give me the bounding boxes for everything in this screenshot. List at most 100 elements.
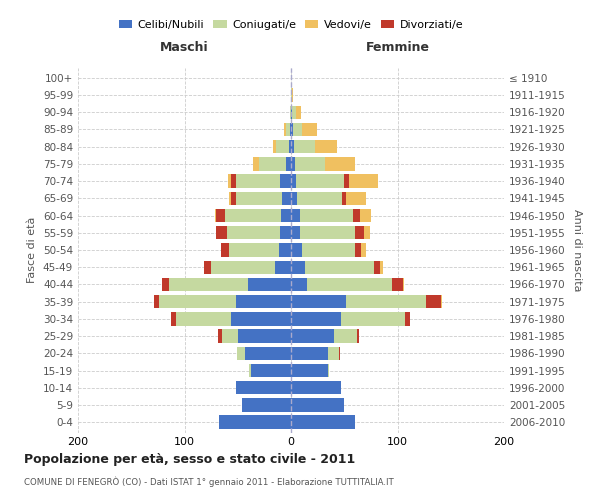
Bar	[290, 123, 291, 136]
Bar	[236, 295, 291, 308]
Bar	[283, 192, 291, 205]
Bar	[253, 157, 259, 170]
Bar	[291, 381, 341, 394]
Bar	[294, 140, 316, 153]
Bar	[316, 140, 337, 153]
Bar	[291, 106, 292, 119]
Bar	[392, 278, 403, 291]
Bar	[346, 192, 365, 205]
Bar	[236, 192, 283, 205]
Bar	[291, 364, 328, 377]
Bar	[217, 209, 225, 222]
Text: Maschi: Maschi	[160, 40, 209, 54]
Bar	[232, 174, 236, 188]
Bar	[360, 209, 371, 222]
Bar	[292, 106, 296, 119]
Bar	[344, 174, 349, 188]
Bar	[342, 192, 346, 205]
Bar	[305, 260, 374, 274]
Bar	[211, 260, 275, 274]
Bar	[291, 174, 296, 188]
Bar	[298, 192, 342, 205]
Bar	[291, 209, 299, 222]
Bar	[276, 140, 289, 153]
Bar	[302, 244, 355, 256]
Bar	[355, 226, 364, 239]
Bar	[159, 295, 236, 308]
Bar	[291, 260, 305, 274]
Bar	[291, 278, 307, 291]
Bar	[295, 157, 325, 170]
Bar	[341, 312, 405, 326]
Bar	[353, 209, 360, 222]
Bar	[221, 244, 229, 256]
Bar	[245, 346, 291, 360]
Bar	[286, 123, 290, 136]
Bar	[227, 226, 280, 239]
Bar	[273, 140, 276, 153]
Bar	[162, 278, 169, 291]
Bar	[236, 346, 245, 360]
Bar	[291, 398, 344, 411]
Bar	[299, 226, 355, 239]
Bar	[292, 88, 293, 102]
Y-axis label: Fasce di età: Fasce di età	[28, 217, 37, 283]
Bar	[328, 364, 329, 377]
Bar	[293, 123, 302, 136]
Text: Popolazione per età, sesso e stato civile - 2011: Popolazione per età, sesso e stato civil…	[24, 452, 355, 466]
Bar	[275, 260, 291, 274]
Bar	[232, 312, 291, 326]
Bar	[291, 192, 298, 205]
Bar	[291, 244, 302, 256]
Text: COMUNE DI FENEGRÒ (CO) - Dati ISTAT 1° gennaio 2011 - Elaborazione TUTTITALIA.IT: COMUNE DI FENEGRÒ (CO) - Dati ISTAT 1° g…	[24, 476, 394, 487]
Bar	[291, 346, 328, 360]
Bar	[279, 244, 291, 256]
Bar	[236, 174, 280, 188]
Bar	[364, 226, 370, 239]
Bar	[334, 330, 357, 343]
Bar	[339, 346, 340, 360]
Bar	[284, 123, 286, 136]
Bar	[374, 260, 380, 274]
Bar	[154, 295, 159, 308]
Bar	[346, 295, 426, 308]
Bar	[286, 157, 291, 170]
Bar	[426, 295, 441, 308]
Y-axis label: Anni di nascita: Anni di nascita	[572, 209, 582, 291]
Bar	[299, 209, 353, 222]
Bar	[291, 88, 292, 102]
Bar	[280, 226, 291, 239]
Bar	[291, 226, 299, 239]
Bar	[217, 226, 227, 239]
Bar	[355, 244, 361, 256]
Bar	[248, 278, 291, 291]
Legend: Celibi/Nubili, Coniugati/e, Vedovi/e, Divorziati/e: Celibi/Nubili, Coniugati/e, Vedovi/e, Di…	[115, 16, 467, 33]
Bar	[229, 244, 279, 256]
Bar	[242, 398, 291, 411]
Bar	[280, 174, 291, 188]
Bar	[229, 192, 232, 205]
Bar	[290, 106, 291, 119]
Bar	[380, 260, 383, 274]
Bar	[291, 123, 293, 136]
Bar	[441, 295, 442, 308]
Bar	[215, 209, 217, 222]
Bar	[218, 330, 222, 343]
Bar	[259, 157, 286, 170]
Bar	[228, 174, 232, 188]
Bar	[405, 312, 410, 326]
Bar	[225, 209, 281, 222]
Bar	[291, 157, 295, 170]
Bar	[236, 381, 291, 394]
Bar	[307, 278, 392, 291]
Bar	[281, 209, 291, 222]
Bar	[296, 174, 344, 188]
Bar	[325, 157, 355, 170]
Bar	[291, 416, 355, 429]
Bar	[203, 260, 211, 274]
Bar	[291, 140, 294, 153]
Bar	[232, 192, 236, 205]
Bar	[289, 140, 291, 153]
Bar	[291, 330, 334, 343]
Bar	[302, 123, 317, 136]
